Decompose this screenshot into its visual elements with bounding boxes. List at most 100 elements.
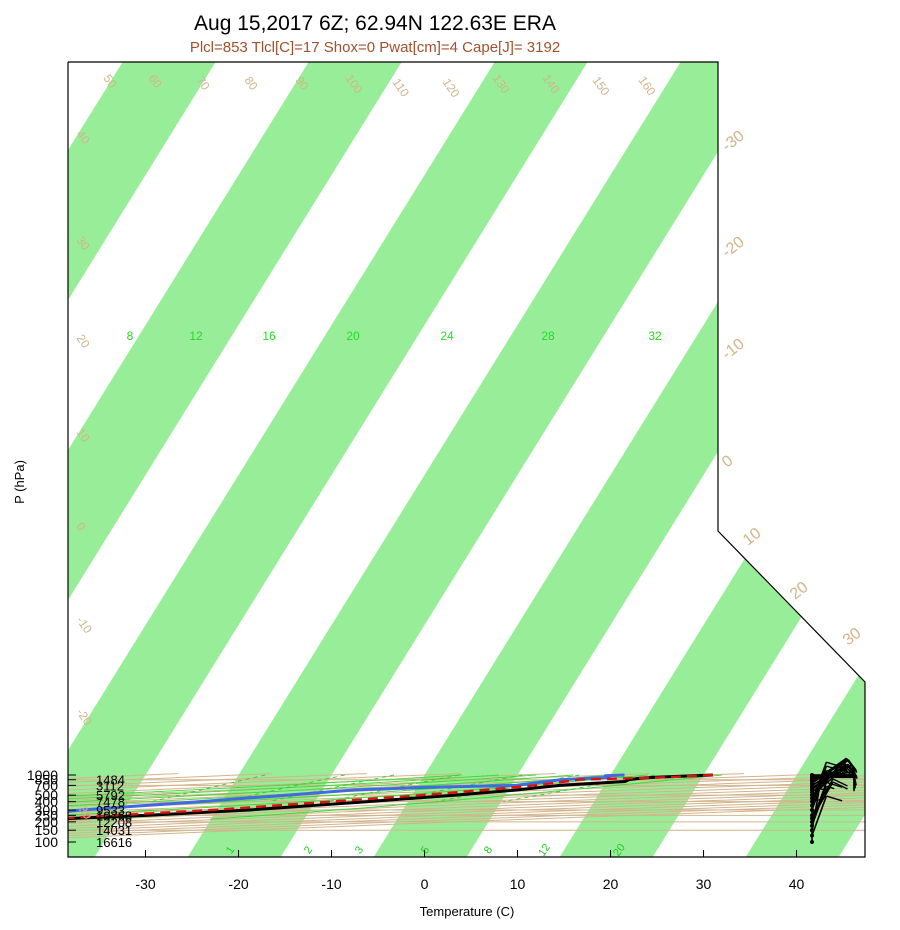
dry-adiabat xyxy=(68,773,650,843)
dry-adiabat xyxy=(68,773,462,843)
y-tick-label: 250 xyxy=(35,807,59,823)
y-tick-label: 850 xyxy=(35,772,59,788)
height-label: 9533 xyxy=(96,803,125,818)
mixing-ratio-label: 12 xyxy=(536,842,553,859)
wind-barb-flag xyxy=(819,788,828,791)
height-label: 16616 xyxy=(96,835,132,850)
isotherm-label: 0 xyxy=(719,452,737,471)
wind-barb-flag xyxy=(826,769,843,777)
height-label: 14031 xyxy=(96,823,132,838)
dry-adiabat xyxy=(68,773,865,843)
y-tick-label: 1000 xyxy=(27,767,58,783)
y-tick-label: 500 xyxy=(35,787,59,803)
y-tick-label: 700 xyxy=(35,777,59,793)
plot-frame xyxy=(67,61,866,858)
dry-adiabat xyxy=(68,773,865,843)
moist-adiabat-label: 8 xyxy=(127,329,134,343)
isotherm-bands xyxy=(0,42,865,877)
height-label: 7478 xyxy=(96,795,125,810)
wind-barb-flag xyxy=(843,762,856,775)
wind-barb-flag xyxy=(826,781,843,788)
isotherm-label: -20 xyxy=(719,233,748,261)
moist-adiabat xyxy=(68,774,499,820)
x-tick-label: 10 xyxy=(510,876,526,892)
wind-barb-flag xyxy=(832,781,848,790)
theta-label: 80 xyxy=(242,74,261,93)
dry-adiabat xyxy=(68,773,865,843)
mixing-ratio-label: 3 xyxy=(353,844,366,856)
dry-adiabat xyxy=(68,773,865,843)
isotherm-band xyxy=(68,62,600,857)
height-label: 5792 xyxy=(96,788,125,803)
wind-barbs xyxy=(810,757,858,844)
moist-adiabat-label: 28 xyxy=(541,329,555,343)
mixing-ratio-label: 20 xyxy=(611,842,628,859)
height-label: 12208 xyxy=(96,815,132,830)
moist-adiabat xyxy=(210,774,723,820)
y-tick-label: 300 xyxy=(35,802,59,818)
height-label: 1484 xyxy=(96,773,125,788)
sounding-profiles xyxy=(68,773,713,844)
isotherm-band xyxy=(733,62,865,857)
wind-barb-flag xyxy=(838,765,853,776)
y-tick-label: 200 xyxy=(35,814,59,830)
dry-adiabat xyxy=(68,773,179,843)
mixing-ratio-line xyxy=(223,774,345,803)
chart-title: Aug 15,2017 6Z; 62.94N 122.63E ERA xyxy=(194,12,556,35)
wind-barb-shaft xyxy=(811,788,821,831)
isotherm-band xyxy=(0,42,42,877)
theta-label: -10 xyxy=(74,614,96,637)
dry-adiabat xyxy=(68,773,865,843)
height-label: 10768 xyxy=(96,808,132,823)
wind-barb-dot xyxy=(810,840,814,844)
x-tick-label: 30 xyxy=(696,876,712,892)
x-tick-label: 40 xyxy=(789,876,805,892)
background-grid xyxy=(68,773,865,843)
y-tick-label: 150 xyxy=(35,822,59,838)
wind-barb-flag xyxy=(826,761,843,768)
mixing-ratio-label: 1 xyxy=(224,844,237,856)
mixing-ratio-label: 8 xyxy=(482,844,495,856)
parcel-profile xyxy=(68,773,713,823)
dry-adiabat xyxy=(68,773,865,843)
isotherm-band xyxy=(175,62,786,857)
temperature-profile xyxy=(68,773,713,844)
wind-barb-flag xyxy=(845,758,857,772)
x-tick-label: 0 xyxy=(421,876,429,892)
moist-adiabat xyxy=(68,774,537,820)
wind-barb-flag xyxy=(843,764,856,777)
moist-adiabat-label: 16 xyxy=(262,329,276,343)
isotherm-label: -30 xyxy=(719,127,748,155)
x-tick-label: -30 xyxy=(135,876,155,892)
dry-adiabat xyxy=(68,773,367,843)
chart-subtitle: Plcl=853 Tlcl[C]=17 Shox=0 Pwat[cm]=4 Ca… xyxy=(190,39,560,56)
dewpoint-profile xyxy=(68,773,625,844)
isotherm-label: 10 xyxy=(740,525,765,549)
wind-barb-shaft xyxy=(811,765,828,806)
moist-adiabat-label: 12 xyxy=(189,329,203,343)
y-axis-label: P (hPa) xyxy=(12,460,27,504)
dry-adiabat xyxy=(68,773,273,843)
mixing-ratio-label: 5 xyxy=(419,844,432,856)
dry-adiabat xyxy=(68,773,865,843)
x-axis-label: Temperature (C) xyxy=(420,904,515,919)
isotherm-label: -10 xyxy=(719,335,748,363)
dry-adiabat xyxy=(68,773,865,843)
theta-label: 150 xyxy=(590,74,613,99)
mixing-ratio-line xyxy=(327,774,460,803)
wind-barb-flag xyxy=(826,765,843,772)
dry-adiabat xyxy=(68,773,865,843)
theta-label: 160 xyxy=(636,74,659,99)
dry-adiabat xyxy=(68,773,865,843)
wind-barb-shaft xyxy=(811,761,828,802)
theta-label: 120 xyxy=(440,76,463,101)
height-label: 3112 xyxy=(96,778,124,793)
isotherm-band xyxy=(68,62,228,857)
moist-adiabat-label: 20 xyxy=(346,329,360,343)
dry-adiabat xyxy=(68,773,556,843)
theta-label: 110 xyxy=(390,76,413,100)
frame-outline xyxy=(67,61,866,858)
x-tick-label: 20 xyxy=(603,876,619,892)
mixing-ratio-line xyxy=(151,774,266,803)
x-tick-label: -10 xyxy=(321,876,341,892)
